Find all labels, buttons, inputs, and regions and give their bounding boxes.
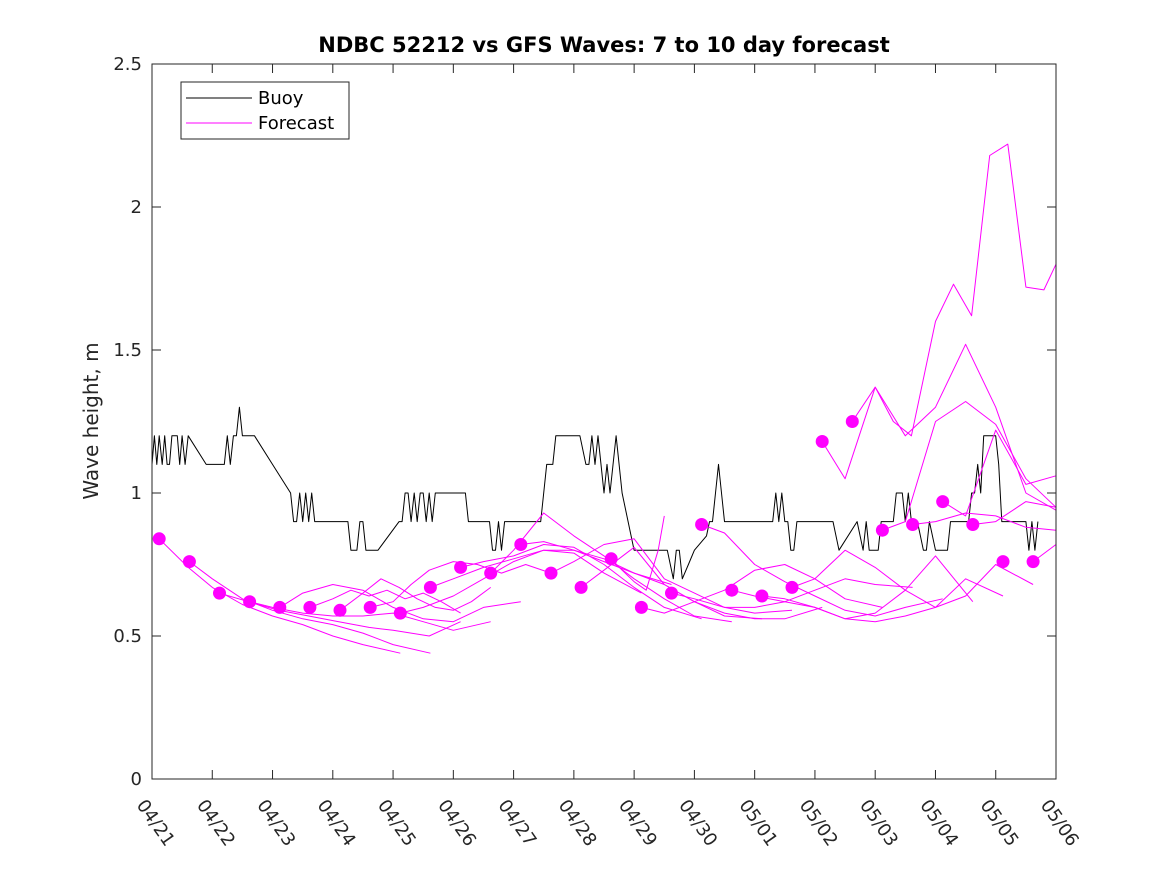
forecast-point <box>152 532 166 546</box>
x-tick-label: 04/21 <box>132 796 179 851</box>
plot-background <box>152 64 1056 779</box>
x-tick-label: 05/01 <box>735 796 782 851</box>
y-tick-label: 2.5 <box>113 54 142 75</box>
legend-box <box>180 81 350 140</box>
forecast-line <box>882 401 1057 531</box>
forecast-line <box>701 524 943 617</box>
forecast-line <box>219 592 461 637</box>
x-tick-label: 05/05 <box>976 796 1023 851</box>
forecast-point <box>243 595 257 609</box>
y-tick-label: 2 <box>131 197 142 218</box>
forecast-line <box>490 512 732 623</box>
forecast-point <box>815 435 829 448</box>
forecast-point <box>363 600 377 614</box>
forecast-point <box>966 518 980 531</box>
x-tick-label: 04/27 <box>494 796 541 851</box>
chart-title: NDBC 52212 vs GFS Waves: 7 to 10 day for… <box>318 33 889 57</box>
x-tick-label: 05/06 <box>1036 796 1083 851</box>
forecast-point <box>544 566 558 580</box>
forecast-line <box>942 429 1057 517</box>
x-tick-label: 04/28 <box>554 796 601 851</box>
x-tick-label: 05/04 <box>915 796 962 851</box>
forecast-line <box>912 512 1057 531</box>
forecast-line <box>370 561 552 608</box>
forecast-point <box>514 538 528 551</box>
series-layer <box>151 143 1057 654</box>
y-axis-label: Wave height, m <box>79 342 103 499</box>
forecast-line <box>430 549 672 588</box>
forecast-point <box>996 555 1010 569</box>
x-tick-label: 04/24 <box>313 796 360 851</box>
legend-label-buoy: Buoy <box>258 88 304 109</box>
forecast-line <box>460 544 702 620</box>
x-tick-label: 05/02 <box>795 796 842 851</box>
plot-frame <box>151 63 1057 780</box>
x-tick-label: 05/03 <box>855 796 902 851</box>
forecast-point <box>454 560 468 574</box>
forecast-point <box>574 580 588 594</box>
legend: Buoy Forecast <box>180 81 350 140</box>
forecast-point <box>665 586 678 600</box>
forecast-line <box>158 538 401 654</box>
forecast-point <box>785 580 799 594</box>
forecast-line <box>761 578 1004 623</box>
forecast-point <box>393 606 407 620</box>
y-tick-label: 1 <box>131 483 142 504</box>
forecast-point <box>695 518 709 531</box>
forecast-point <box>423 580 437 594</box>
forecast-point <box>1026 555 1040 569</box>
forecast-point <box>182 555 196 569</box>
forecast-point <box>875 523 889 537</box>
marker-layer <box>152 415 1040 620</box>
forecast-line <box>791 549 1034 608</box>
forecast-line <box>279 584 521 623</box>
forecast-point <box>484 566 498 580</box>
forecast-point <box>333 603 347 617</box>
forecast-line <box>972 501 1057 525</box>
x-tick-label: 04/25 <box>373 796 420 851</box>
forecast-line <box>821 343 1057 511</box>
x-tick-label: 04/22 <box>192 796 239 851</box>
legend-label-forecast: Forecast <box>258 113 334 134</box>
forecast-point <box>213 586 226 600</box>
forecast-line <box>400 549 642 614</box>
forecast-point <box>303 600 317 614</box>
forecast-point <box>273 600 287 614</box>
y-tick-label: 0.5 <box>113 626 142 647</box>
forecast-point <box>755 589 769 603</box>
forecast-point <box>906 518 920 531</box>
x-tick-label: 04/23 <box>252 796 299 851</box>
forecast-line <box>851 143 1057 437</box>
forecast-point <box>845 415 859 428</box>
forecast-line <box>309 589 461 614</box>
forecast-point <box>604 552 618 566</box>
forecast-point <box>936 495 950 509</box>
forecast-line <box>520 541 762 620</box>
forecast-line <box>550 538 793 614</box>
x-tick-label: 04/26 <box>433 796 480 851</box>
forecast-point <box>634 600 648 614</box>
forecast-point <box>725 583 739 597</box>
forecast-line <box>339 578 491 611</box>
y-tick-label: 0 <box>131 769 142 790</box>
forecast-line <box>189 561 431 654</box>
y-tick-label: 1.5 <box>113 340 142 361</box>
x-tick-label: 04/29 <box>614 796 661 851</box>
x-tick-label: 04/30 <box>674 796 721 851</box>
forecast-line <box>610 515 665 591</box>
forecast-line <box>641 564 883 614</box>
